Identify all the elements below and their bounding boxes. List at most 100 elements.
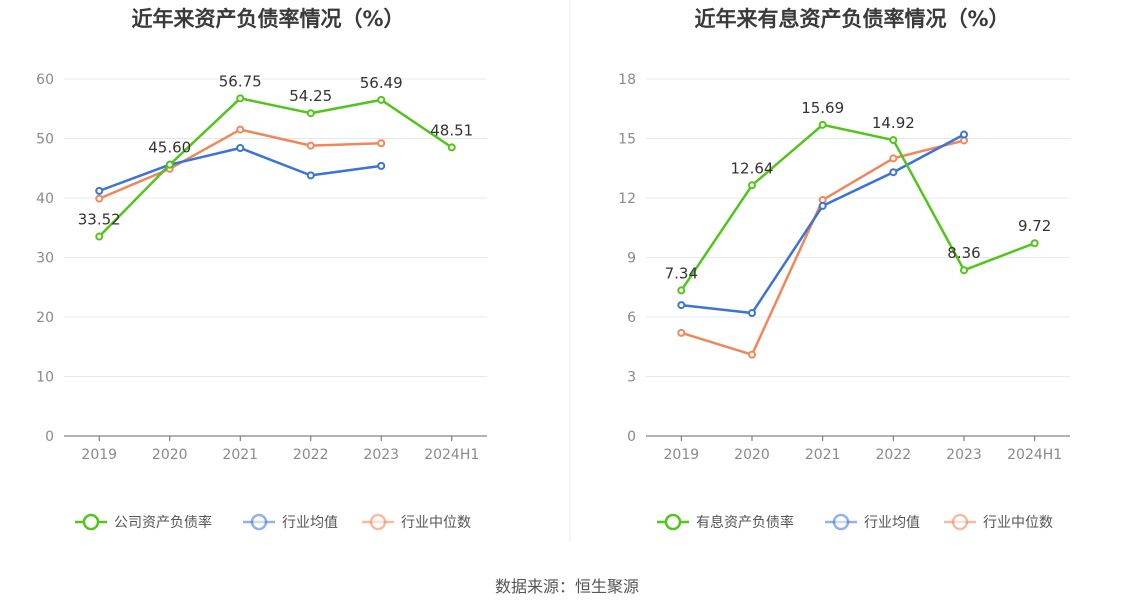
data-point (677, 286, 686, 295)
legend-item-2: 行业均值 (243, 513, 338, 531)
y-tick-label: 30 (36, 251, 54, 267)
data-point (95, 186, 104, 195)
series-line (98, 128, 382, 200)
y-tick-label: 20 (36, 310, 54, 326)
data-label: 9.72 (1018, 217, 1051, 235)
series-2 (95, 144, 386, 195)
data-point (95, 194, 104, 203)
data-point (377, 161, 386, 170)
legend-marker (832, 513, 850, 531)
legend-label: 行业均值 (282, 515, 338, 531)
series-3 (677, 136, 968, 359)
data-point (306, 171, 315, 180)
data-label: 15.69 (801, 99, 844, 117)
legend-item-2: 行业均值 (825, 513, 920, 531)
x-tick-label: 2024H1 (424, 447, 479, 463)
legend-marker (250, 513, 268, 531)
data-point (677, 328, 686, 337)
data-source-text: 数据来源：恒生聚源 (495, 577, 639, 596)
y-tick-label: 60 (36, 72, 54, 88)
data-point (165, 160, 174, 169)
data-point (236, 144, 245, 153)
data-point (1030, 239, 1039, 248)
legend-marker (664, 513, 682, 531)
y-tick-label: 0 (45, 429, 54, 445)
legend-label: 行业中位数 (983, 515, 1053, 531)
x-tick-label: 2020 (152, 447, 188, 463)
x-tick-label: 2021 (805, 447, 841, 463)
legend-item-3: 行业中位数 (944, 513, 1053, 531)
data-point (306, 109, 315, 118)
data-point (818, 120, 827, 129)
y-tick-label: 3 (627, 370, 636, 386)
data-point (95, 232, 104, 241)
series-line (98, 97, 453, 238)
x-tick-label: 2023 (363, 447, 399, 463)
series-line (680, 139, 965, 356)
data-label: 48.51 (430, 121, 473, 139)
series-line (98, 146, 382, 193)
data-label: 33.52 (78, 211, 121, 229)
data-point (889, 168, 898, 177)
x-tick-label: 2021 (222, 447, 258, 463)
chart-title: 近年来有息资产负债率情况（%） (694, 7, 1009, 31)
data-point (889, 154, 898, 163)
chart-panel-1: 近年来资产负债率情况（%） 0 10 20 30 40 50 60 2019 2020 2021 20… (36, 7, 487, 531)
data-point (447, 143, 456, 152)
y-tick-label: 6 (627, 310, 636, 326)
x-tick-label: 2019 (664, 447, 700, 463)
x-tick-label: 2022 (876, 447, 912, 463)
data-point (236, 125, 245, 134)
data-label: 56.49 (360, 74, 403, 92)
legend-item-1: 有息资产负债率 (657, 513, 794, 531)
data-label: 12.64 (731, 159, 774, 177)
x-tick-label: 2020 (734, 447, 770, 463)
x-tick-label: 2023 (946, 447, 982, 463)
series-1: 7.34 12.64 15.69 14.92 8.36 9.72 (665, 99, 1051, 295)
chart-title: 近年来资产负债率情况（%） (131, 7, 404, 31)
data-label: 7.34 (665, 264, 698, 282)
legend-item-3: 行业中位数 (362, 513, 471, 531)
data-label: 8.36 (947, 244, 980, 262)
series-line (680, 123, 1036, 292)
series-2 (677, 130, 968, 318)
y-tick-label: 12 (618, 191, 636, 207)
legend-marker (951, 513, 969, 531)
y-tick-label: 15 (618, 132, 636, 148)
data-point (236, 94, 245, 103)
legend-label: 行业中位数 (401, 515, 471, 531)
y-tick-label: 0 (627, 429, 636, 445)
legend-label: 有息资产负债率 (696, 514, 794, 531)
data-point (677, 301, 686, 310)
legend-label: 公司资产负债率 (114, 514, 212, 531)
legend-marker (369, 513, 387, 531)
data-point (377, 95, 386, 104)
legend-label: 行业均值 (864, 515, 920, 531)
y-tick-label: 10 (36, 370, 54, 386)
data-point (306, 141, 315, 150)
series-line (681, 133, 965, 315)
data-point (377, 139, 386, 148)
x-tick-label: 2022 (293, 447, 329, 463)
data-label: 56.75 (219, 72, 262, 90)
data-point (960, 266, 968, 275)
legend-item-1: 公司资产负债率 (75, 513, 212, 531)
data-point (748, 181, 756, 190)
data-point (889, 136, 898, 145)
y-tick-label: 40 (36, 191, 54, 207)
data-point (960, 130, 968, 139)
data-label: 45.60 (148, 139, 191, 157)
legend-marker (82, 513, 100, 531)
series-3 (95, 125, 386, 203)
data-label: 54.25 (289, 87, 332, 105)
chart-panel-2: 近年来有息资产负债率情况（%） 0 3 6 9 12 15 18 2019 2020 2021 202… (618, 7, 1070, 531)
y-tick-label: 18 (618, 72, 636, 88)
x-tick-label: 2024H1 (1007, 447, 1062, 463)
y-tick-label: 9 (627, 251, 636, 267)
data-point (748, 350, 756, 359)
data-label: 14.92 (872, 114, 915, 132)
data-point (748, 309, 756, 318)
x-tick-label: 2019 (81, 447, 117, 463)
series-1: 33.52 45.60 56.75 54.25 56.49 48.51 (78, 72, 473, 241)
